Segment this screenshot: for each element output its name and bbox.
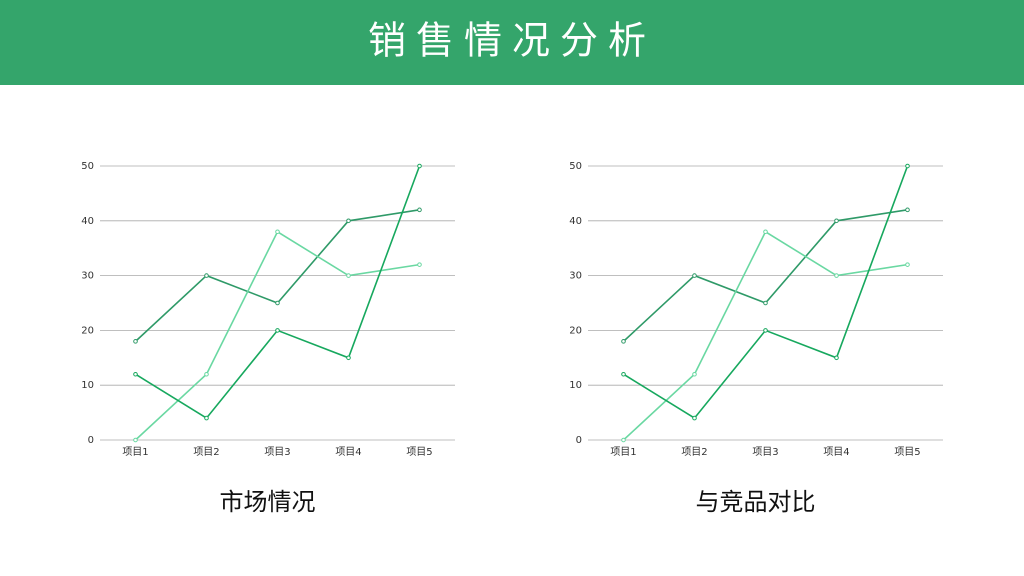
point: [692, 415, 697, 421]
point: [834, 218, 839, 224]
y-tick-label: 10: [569, 380, 582, 391]
point: [204, 273, 209, 278]
x-tick-label: 项目1: [122, 446, 148, 458]
y-tick-label: 30: [81, 271, 94, 282]
x-tick-label: 项目3: [264, 446, 290, 458]
point: [346, 273, 351, 278]
point: [763, 328, 768, 333]
point: [133, 339, 138, 344]
point: [417, 262, 422, 267]
point: [905, 163, 910, 169]
point: [834, 355, 839, 361]
x-tick-label: 项目2: [681, 446, 707, 458]
point: [204, 415, 209, 421]
series-line: [623, 165, 909, 420]
point: [346, 218, 351, 224]
y-tick-label: 30: [569, 271, 582, 282]
point: [275, 229, 280, 235]
point: [275, 300, 280, 306]
y-tick-label: 40: [569, 216, 582, 227]
y-tick-label: 50: [81, 161, 94, 172]
y-tick-label: 20: [81, 325, 94, 336]
header-band: [0, 0, 1024, 85]
point: [204, 371, 209, 377]
point: [905, 262, 910, 267]
x-tick-label: 项目4: [335, 446, 361, 458]
point: [763, 300, 768, 306]
point: [133, 437, 138, 443]
slide-title: 销售情况分析: [368, 19, 656, 63]
x-tick-label: 项目4: [823, 446, 849, 458]
point: [834, 273, 839, 278]
x-tick-label: 项目3: [752, 446, 778, 458]
point: [905, 207, 910, 213]
x-tick-label: 项目5: [406, 446, 432, 458]
y-tick-label: 0: [576, 435, 582, 446]
point: [621, 437, 626, 443]
point: [417, 207, 422, 213]
series-line: [622, 230, 908, 441]
series-line: [134, 230, 420, 441]
point: [692, 273, 697, 278]
point: [275, 328, 280, 333]
point: [763, 229, 768, 235]
y-tick-label: 20: [569, 325, 582, 336]
point: [133, 371, 138, 377]
point: [621, 371, 626, 377]
chart-caption: 与竞品对比: [696, 488, 816, 516]
x-tick-label: 项目5: [894, 446, 920, 458]
point: [621, 339, 626, 344]
y-tick-label: 50: [569, 161, 582, 172]
y-tick-label: 0: [88, 435, 94, 446]
point: [417, 163, 422, 169]
point: [346, 355, 351, 361]
point: [692, 371, 697, 377]
series-line: [135, 165, 421, 420]
x-tick-label: 项目2: [193, 446, 219, 458]
y-tick-label: 40: [81, 216, 94, 227]
x-tick-label: 项目1: [610, 446, 636, 458]
chart-caption: 市场情况: [220, 488, 316, 516]
y-tick-label: 10: [81, 380, 94, 391]
